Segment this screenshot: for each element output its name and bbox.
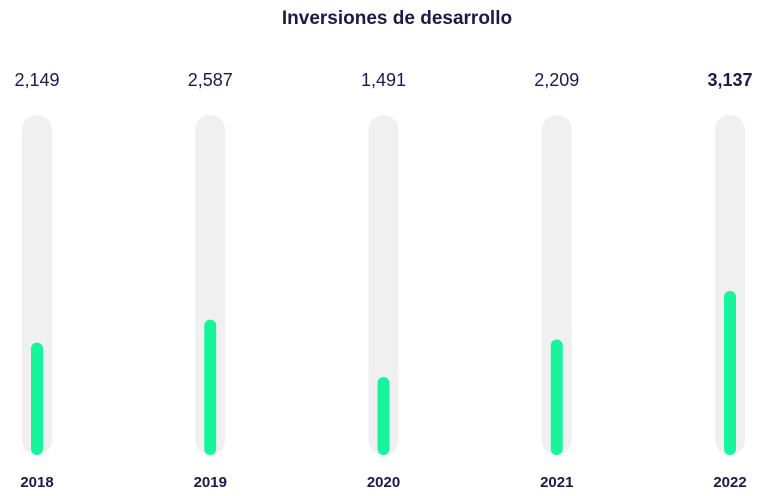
bar-track	[541, 115, 572, 455]
chart-title: Inversiones de desarrollo	[282, 8, 512, 29]
bar	[550, 339, 563, 455]
value-label: 2,209	[534, 70, 579, 90]
bar	[31, 342, 43, 455]
bar-track	[22, 115, 52, 455]
value-label: 3,137	[707, 70, 752, 90]
x-tick-label: 2022	[713, 474, 746, 491]
bar	[377, 377, 390, 455]
bar	[724, 290, 736, 455]
bar-track	[715, 115, 745, 455]
x-tick-label: 2020	[367, 474, 400, 491]
value-label: 1,491	[361, 70, 406, 90]
x-tick-label: 2021	[540, 474, 573, 491]
value-label: 2,587	[188, 70, 233, 90]
x-tick-label: 2019	[194, 474, 227, 491]
bar-track	[368, 115, 399, 455]
x-tick-label: 2018	[20, 474, 53, 491]
bar-track	[195, 115, 226, 455]
value-label: 2,149	[14, 70, 59, 90]
bar	[204, 319, 217, 455]
